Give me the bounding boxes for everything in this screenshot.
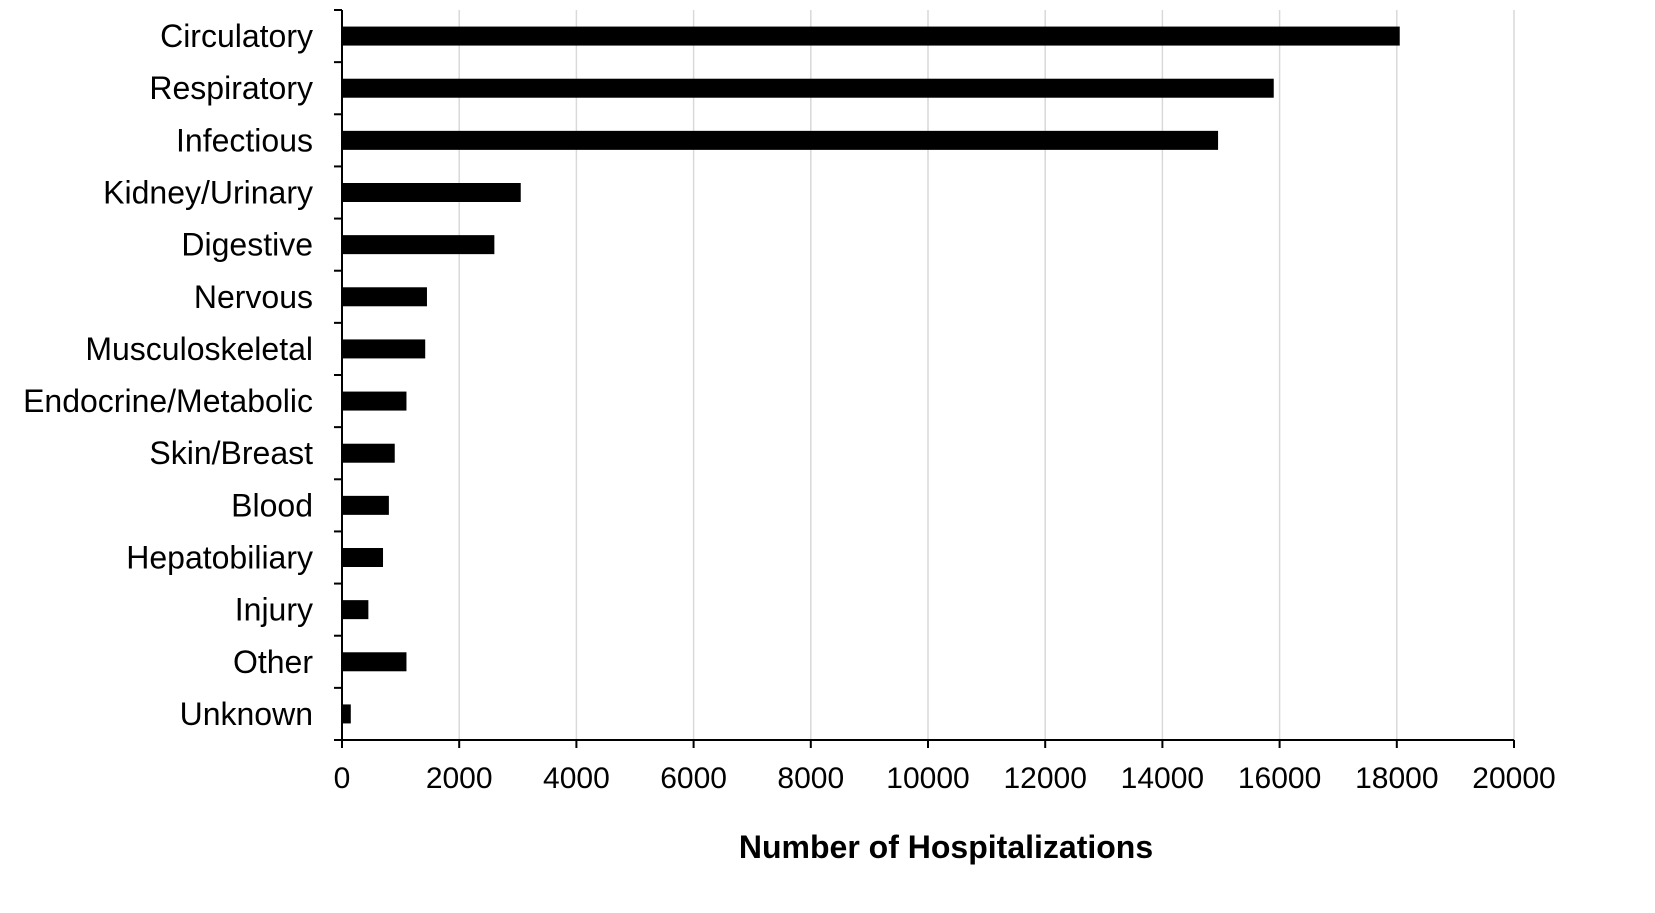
- category-label: Unknown: [180, 696, 313, 732]
- x-tick-label: 4000: [543, 762, 610, 795]
- x-tick-label: 16000: [1238, 762, 1321, 795]
- category-label: Respiratory: [149, 70, 313, 106]
- x-tick-label: 10000: [886, 762, 969, 795]
- x-tick-label: 12000: [1003, 762, 1086, 795]
- x-tick-label: 2000: [426, 762, 493, 795]
- category-label: Circulatory: [160, 18, 313, 54]
- gridlines: [458, 10, 1515, 740]
- bars: [342, 26, 1400, 724]
- bar: [342, 26, 1400, 46]
- bar: [342, 78, 1274, 98]
- bar: [342, 183, 521, 202]
- category-label: Other: [233, 644, 313, 680]
- category-label: Endocrine/Metabolic: [23, 383, 313, 419]
- bar: [342, 548, 384, 567]
- bar: [342, 652, 407, 672]
- bar: [342, 235, 495, 255]
- category-label: Kidney/Urinary: [103, 175, 313, 211]
- category-label: Injury: [235, 592, 313, 628]
- x-tick-label: 20000: [1472, 762, 1555, 795]
- axes: [334, 9, 1515, 748]
- bar: [342, 339, 426, 359]
- x-tick-label: 0: [334, 762, 351, 795]
- bar: [342, 495, 389, 515]
- labels: 0 2000 4000 6000 8000 10000 12000 14000 16000 180…: [23, 18, 1556, 795]
- bar: [342, 391, 407, 411]
- x-tick-label: 18000: [1355, 762, 1438, 795]
- category-label: Digestive: [181, 227, 313, 263]
- category-label: Nervous: [194, 279, 313, 315]
- x-tick-label: 14000: [1121, 762, 1204, 795]
- bar: [342, 130, 1219, 150]
- category-label: Infectious: [176, 122, 313, 158]
- category-label: Musculoskeletal: [85, 331, 313, 367]
- bar: [342, 600, 369, 620]
- x-tick-label: 6000: [660, 762, 727, 795]
- category-label: Skin/Breast: [149, 435, 313, 471]
- category-label: Blood: [231, 487, 313, 523]
- x-tick-label: 8000: [777, 762, 844, 795]
- category-label: Hepatobiliary: [126, 540, 313, 576]
- bar: [342, 704, 351, 724]
- bar: [342, 443, 395, 463]
- bar: [342, 287, 427, 307]
- x-axis-title: Number of Hospitalizations: [739, 829, 1153, 865]
